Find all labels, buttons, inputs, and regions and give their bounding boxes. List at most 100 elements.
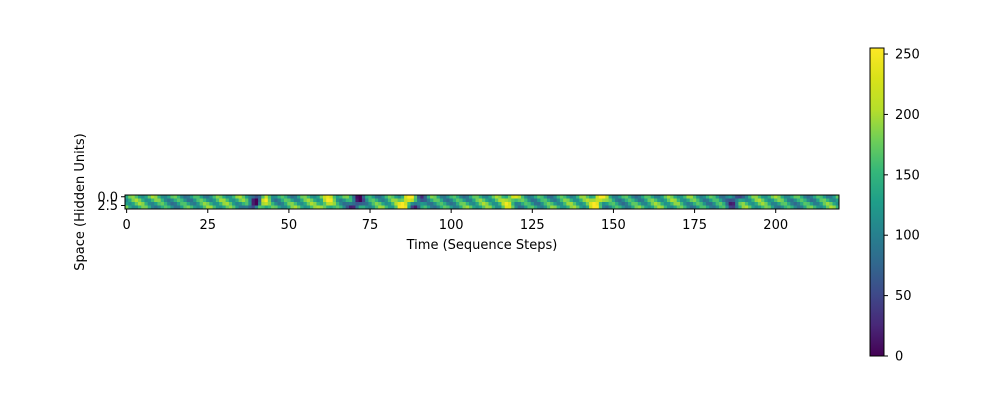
heatmap-cell	[764, 195, 768, 199]
heatmap-cell	[482, 195, 486, 199]
heatmap-cell	[222, 198, 227, 203]
heatmap-cell	[202, 202, 207, 206]
heatmap-cell	[189, 202, 194, 206]
heatmap-cell	[699, 205, 704, 210]
heatmap-cell	[173, 202, 178, 206]
heatmap-cell	[329, 205, 334, 210]
heatmap-cell	[267, 202, 272, 206]
heatmap-cell	[423, 202, 428, 206]
heatmap-cell	[485, 202, 489, 206]
heatmap-cell	[472, 195, 476, 199]
heatmap-cell	[741, 198, 746, 203]
heatmap-cell	[741, 205, 746, 210]
heatmap-cell	[705, 205, 710, 210]
colorbar-tick-label: 50	[895, 289, 912, 304]
heatmap-cell	[809, 195, 814, 199]
heatmap-cell	[770, 198, 775, 203]
heatmap-cell	[306, 205, 311, 210]
heatmap-cell	[482, 205, 486, 210]
heatmap-cell	[426, 198, 431, 203]
heatmap-cell	[150, 195, 155, 199]
heatmap-cell	[494, 195, 499, 199]
heatmap-cell	[754, 202, 759, 206]
heatmap-cell	[822, 202, 827, 206]
heatmap-cell	[679, 195, 684, 199]
heatmap-cell	[163, 198, 168, 203]
heatmap-cell	[238, 205, 243, 210]
heatmap-cells	[125, 195, 840, 210]
heatmap-cell	[384, 205, 389, 210]
heatmap-cell	[439, 202, 444, 206]
heatmap-cell	[394, 205, 399, 210]
heatmap-cell	[141, 205, 145, 210]
heatmap-cell	[702, 205, 707, 210]
heatmap-cell	[391, 195, 395, 199]
heatmap-cell	[219, 205, 223, 210]
heatmap-cell	[361, 202, 366, 206]
heatmap-cell	[761, 202, 765, 206]
heatmap-cell	[348, 198, 353, 203]
heatmap-cell	[469, 198, 473, 203]
heatmap-cell	[602, 205, 606, 210]
heatmap-cell	[754, 195, 759, 199]
heatmap-cell	[744, 198, 749, 203]
heatmap-cell	[465, 202, 470, 206]
heatmap-cell	[462, 202, 467, 206]
heatmap-cell	[692, 202, 697, 206]
heatmap-cell	[637, 205, 642, 210]
heatmap-cell	[725, 198, 730, 203]
heatmap-cell	[332, 205, 337, 210]
heatmap-cell	[394, 195, 399, 199]
heatmap-cell	[251, 202, 256, 206]
heatmap-cell	[342, 195, 347, 199]
heatmap-cell	[193, 202, 197, 206]
heatmap-cell	[371, 205, 376, 210]
heatmap-cell	[498, 198, 502, 203]
heatmap-cell	[248, 202, 252, 206]
heatmap-cell	[735, 202, 739, 206]
heatmap-cell	[715, 195, 720, 199]
heatmap-cell	[374, 205, 379, 210]
heatmap-cell	[206, 198, 210, 203]
heatmap-cell	[533, 202, 538, 206]
heatmap-cell	[657, 195, 661, 199]
heatmap-cell	[796, 198, 801, 203]
heatmap-cell	[663, 202, 668, 206]
heatmap-cell	[683, 195, 687, 199]
heatmap-cell	[387, 198, 392, 203]
heatmap-cell	[293, 195, 298, 199]
heatmap-cell	[605, 202, 609, 206]
heatmap-cell	[576, 202, 580, 206]
heatmap-cell	[397, 195, 402, 199]
heatmap-cell	[212, 198, 217, 203]
heatmap-cell	[241, 205, 246, 210]
heatmap-cell	[238, 202, 243, 206]
heatmap-cell	[134, 202, 139, 206]
heatmap-cell	[767, 202, 772, 206]
heatmap-cell	[134, 205, 139, 210]
heatmap-cell	[215, 198, 220, 203]
heatmap-cell	[420, 195, 424, 199]
heatmap-cell	[826, 195, 830, 199]
heatmap-cell	[154, 195, 158, 199]
heatmap-cell	[433, 205, 437, 210]
heatmap-cell	[702, 195, 707, 199]
heatmap-cell	[287, 195, 291, 199]
heatmap-cell	[284, 198, 288, 203]
heatmap-cell	[621, 202, 626, 206]
heatmap-cell	[527, 205, 532, 210]
heatmap-cell	[274, 195, 278, 199]
heatmap-cell	[527, 195, 532, 199]
heatmap-cell	[303, 198, 308, 203]
heatmap-cell	[494, 205, 499, 210]
heatmap-cell	[537, 202, 541, 206]
y-axis-label: Space (Hidden Units)	[73, 133, 88, 270]
heatmap-cell	[712, 205, 717, 210]
heatmap-cell	[202, 205, 207, 210]
heatmap-cell	[608, 198, 613, 203]
heatmap-cell	[222, 205, 227, 210]
heatmap-cell	[173, 195, 178, 199]
heatmap-cell	[141, 198, 145, 203]
heatmap-cell	[358, 202, 363, 206]
heatmap-cell	[793, 195, 798, 199]
